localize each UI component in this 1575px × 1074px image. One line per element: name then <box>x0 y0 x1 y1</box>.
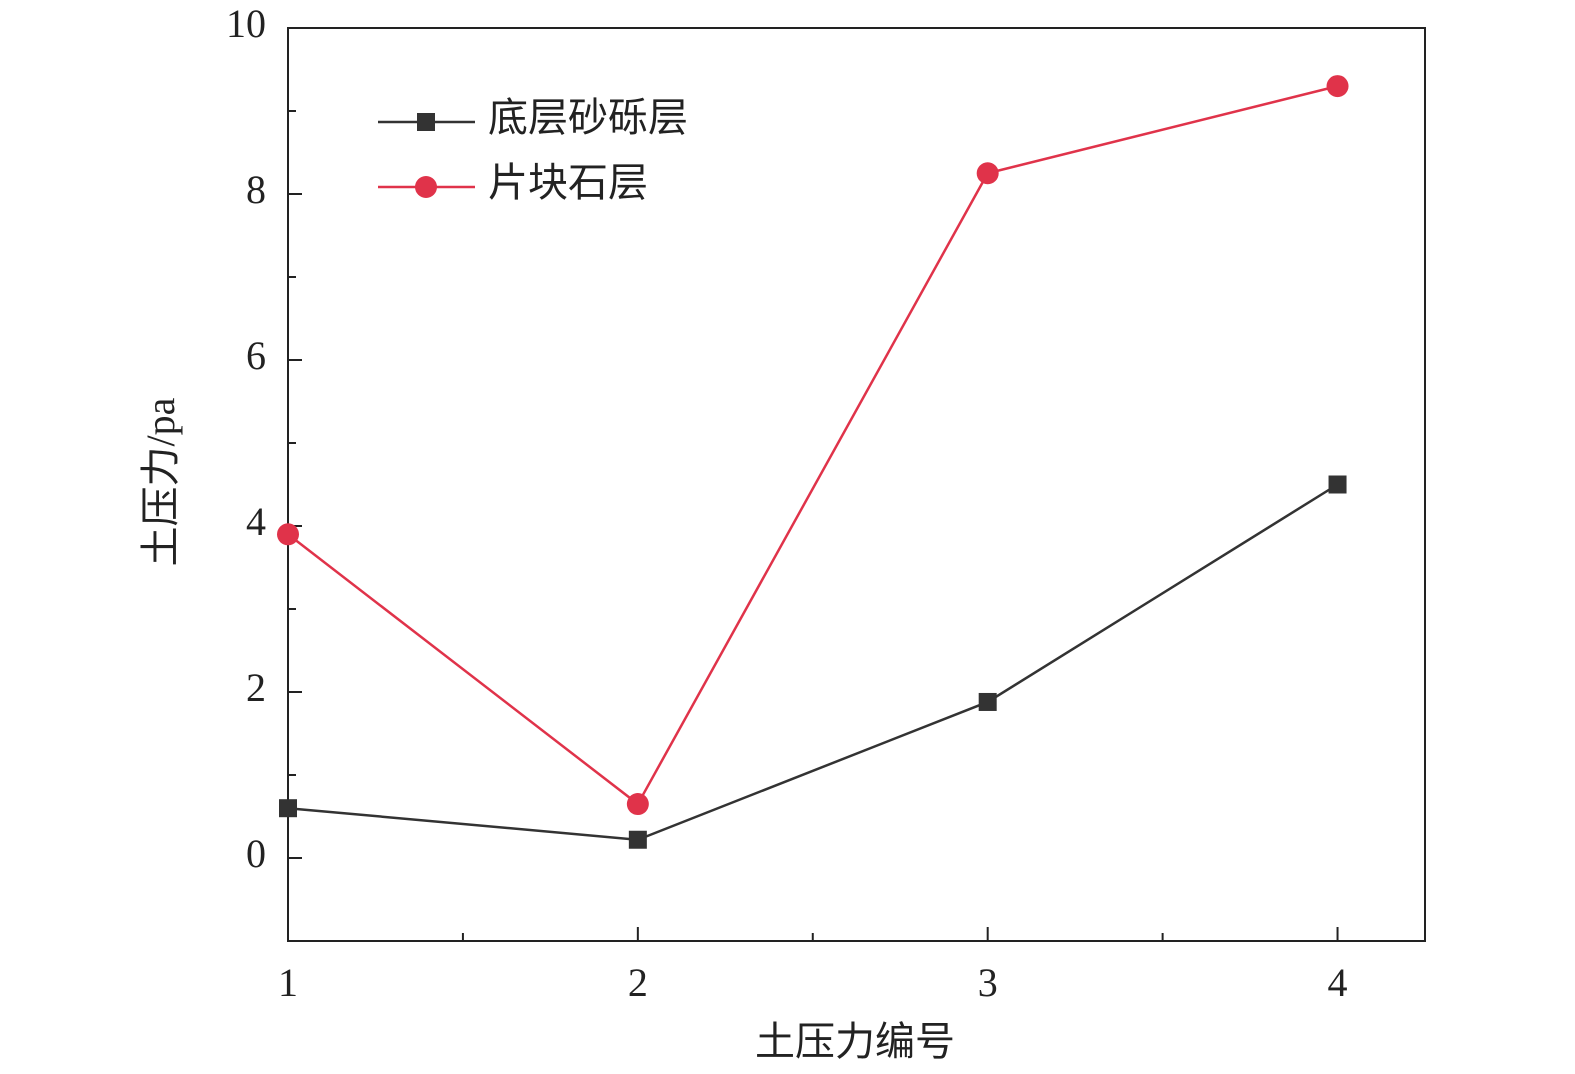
y-tick-label: 0 <box>246 831 266 876</box>
x-tick-label: 4 <box>1328 960 1348 1005</box>
marker <box>976 162 999 185</box>
marker <box>277 523 299 546</box>
y-tick-label: 6 <box>246 333 266 378</box>
legend-label: 底层砂砾层 <box>488 95 688 140</box>
y-axis-label: 土压力/pa <box>138 397 183 566</box>
x-tick-label: 3 <box>978 960 998 1005</box>
marker <box>1326 75 1349 98</box>
y-tick-label: 10 <box>226 1 266 46</box>
x-tick-label: 2 <box>628 960 648 1005</box>
legend-label: 片块石层 <box>488 160 648 205</box>
marker <box>279 799 297 818</box>
marker <box>1328 475 1347 494</box>
series-line <box>287 84 1338 806</box>
marker <box>626 793 649 816</box>
marker <box>978 692 997 711</box>
plot-frame <box>287 27 1426 942</box>
series-line <box>287 483 1339 842</box>
legend-marker <box>415 176 437 198</box>
x-tick-label: 1 <box>278 960 298 1005</box>
marker <box>628 830 647 849</box>
y-tick-label: 2 <box>246 665 266 710</box>
legend-marker <box>417 113 435 131</box>
y-tick-label: 4 <box>246 499 266 544</box>
x-axis-label: 土压力编号 <box>755 1019 955 1064</box>
y-tick-label: 8 <box>246 167 266 212</box>
